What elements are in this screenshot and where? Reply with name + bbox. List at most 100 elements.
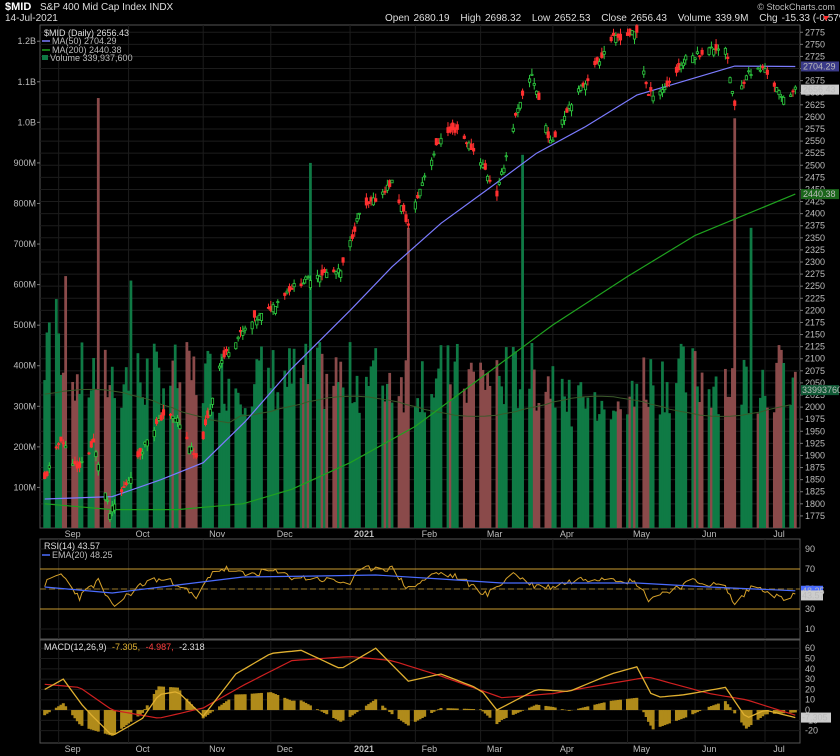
- price-tick-label: 1825: [805, 487, 825, 497]
- volume-bar: [374, 348, 378, 528]
- volume-bar: [178, 382, 182, 528]
- volume-bar: [728, 396, 732, 528]
- volume-bar: [500, 386, 503, 528]
- candle-up: [544, 125, 548, 133]
- candle-up: [96, 464, 100, 472]
- candle-down: [59, 436, 63, 442]
- price-tick-label: 2300: [805, 257, 825, 267]
- macd-hist-bar: [339, 710, 343, 722]
- macd-hist-bar: [201, 710, 205, 719]
- candle-up: [569, 104, 574, 112]
- candle-up: [716, 48, 720, 51]
- macd-hist-bar: [220, 704, 224, 711]
- volume-bar: [553, 407, 557, 528]
- volume-bar: [43, 380, 47, 528]
- macd-hist-bar: [59, 704, 63, 711]
- candle-down: [203, 419, 208, 426]
- rsi-last-text: 43.57: [802, 590, 825, 600]
- macd-hist-bar: [106, 710, 110, 735]
- macd-hist-value: -2.318: [179, 642, 205, 652]
- volume-bar: [64, 276, 68, 528]
- volume-bar: [141, 397, 144, 528]
- volume-tick-label: 400M: [13, 361, 36, 371]
- macd-label: MACD(12,26,9): [44, 642, 107, 652]
- macd-hist-bar: [252, 693, 256, 711]
- volume-bar: [416, 398, 420, 528]
- candle-down: [742, 81, 746, 84]
- volume-bar: [563, 396, 566, 528]
- macd-hist-bar: [138, 710, 142, 715]
- volume-bar: [399, 377, 403, 528]
- volume-bar: [423, 412, 427, 528]
- volume-bar: [257, 360, 261, 528]
- candle-down: [609, 36, 613, 42]
- candle-down: [733, 100, 737, 106]
- volume-bar: [724, 368, 727, 528]
- candle-up: [679, 64, 683, 70]
- macd-hist-bar: [679, 710, 683, 720]
- candle-down: [595, 57, 599, 64]
- candle-down: [332, 269, 336, 273]
- candle-up: [390, 179, 394, 184]
- volume-bar: [495, 360, 499, 528]
- macd-hist-bar: [551, 706, 555, 711]
- macd-hist-bar: [486, 710, 490, 716]
- macd-hist-bar: [141, 710, 145, 713]
- macd-hist-bar: [236, 694, 240, 711]
- macd-hist-bar: [169, 687, 173, 711]
- volume-bar: [201, 403, 205, 528]
- volume-bar: [92, 357, 96, 528]
- price-tick-label: 1925: [805, 438, 825, 448]
- volume-bar: [190, 380, 193, 528]
- candle-down: [611, 32, 616, 36]
- macd-last-tag: [801, 712, 831, 723]
- month-label: Oct: [136, 529, 151, 539]
- macd-hist-bar: [744, 710, 748, 729]
- macd-hist-bar: [747, 710, 751, 727]
- volume-bar: [744, 366, 748, 528]
- candle-up: [108, 513, 112, 520]
- volume-tick-label: 300M: [13, 401, 36, 411]
- macd-hist-bar: [227, 699, 231, 711]
- macd-hist-bar: [92, 710, 96, 731]
- volume-bar: [747, 413, 751, 528]
- macd-hist-bar: [54, 707, 58, 711]
- macd-hist-bar: [537, 704, 541, 711]
- volume-bar: [710, 407, 713, 528]
- volume-bar: [497, 375, 501, 528]
- volume-bar: [222, 403, 226, 528]
- candle-up: [518, 101, 522, 109]
- volume-bar: [677, 358, 681, 528]
- candle-up: [210, 397, 215, 405]
- macd-hist-bar: [136, 710, 140, 717]
- volume-bar: [406, 227, 410, 529]
- macd-hist-bar: [120, 710, 124, 729]
- candle-down: [350, 234, 354, 239]
- macd-hist-bar: [306, 704, 310, 711]
- month-label: Sep: [65, 744, 81, 754]
- candle-up: [106, 499, 110, 502]
- macd-hist-bar: [259, 692, 263, 711]
- macd-hist-bar: [336, 710, 340, 721]
- volume-bar: [176, 388, 179, 528]
- volume-bar: [187, 350, 191, 528]
- volume-bar: [532, 369, 536, 528]
- volume-bar: [579, 382, 583, 528]
- last-value-text: 2704.29: [803, 61, 836, 71]
- volume-bar: [316, 347, 319, 528]
- candle-up: [728, 77, 732, 84]
- macd-hist-bar: [535, 704, 539, 711]
- rsi-tick-label: 70: [805, 564, 815, 574]
- macd-hist-bar: [728, 707, 732, 711]
- macd-hist-bar: [404, 710, 408, 724]
- low-label: Low: [532, 13, 551, 24]
- macd-hist-bar: [532, 705, 536, 711]
- candle-down: [120, 489, 124, 493]
- candle-down: [341, 257, 345, 263]
- candle-down: [451, 122, 455, 131]
- macd-hist-bar: [103, 710, 107, 734]
- macd-hist-bar: [80, 710, 84, 726]
- volume-bar: [549, 398, 552, 528]
- macd-hist-bar: [579, 708, 583, 711]
